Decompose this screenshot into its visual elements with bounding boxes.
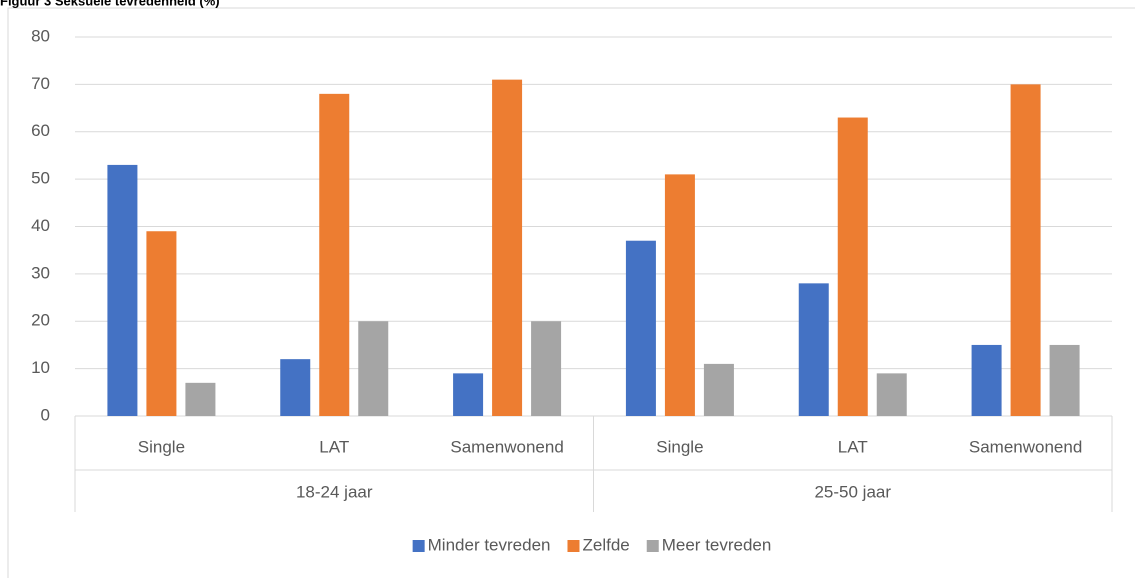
bar xyxy=(185,382,216,416)
legend-label: Minder tevreden xyxy=(428,535,551,554)
chart-frame xyxy=(7,7,1135,578)
group-label: 25-50 jaar xyxy=(814,482,891,501)
legend-label: Zelfde xyxy=(582,535,629,554)
x-tick-label: LAT xyxy=(319,437,349,456)
bar xyxy=(319,93,350,416)
bar xyxy=(531,321,562,416)
legend-swatch xyxy=(646,540,659,552)
bar xyxy=(664,174,695,416)
bar xyxy=(837,117,868,416)
legend-swatch xyxy=(412,540,425,552)
y-tick-label: 20 xyxy=(31,311,50,330)
x-tick-label: Single xyxy=(656,437,703,456)
y-tick-label: 40 xyxy=(31,216,50,235)
bar xyxy=(107,164,138,416)
y-tick-label: 50 xyxy=(31,169,50,188)
x-tick-label: LAT xyxy=(838,437,868,456)
bar xyxy=(703,363,734,416)
bar xyxy=(971,344,1002,416)
legend-label: Meer tevreden xyxy=(662,535,772,554)
x-tick-label: Samenwonend xyxy=(450,437,563,456)
bar xyxy=(1049,344,1080,416)
bar xyxy=(453,373,484,416)
bar xyxy=(798,283,829,416)
y-tick-label: 80 xyxy=(31,26,50,45)
y-tick-label: 60 xyxy=(31,121,50,140)
x-tick-label: Single xyxy=(138,437,185,456)
y-tick-label: 30 xyxy=(31,263,50,282)
chart-title: Figuur 3 Seksuele tevredenheid (%) xyxy=(0,0,220,8)
bar xyxy=(1010,84,1041,416)
y-tick-label: 0 xyxy=(41,405,50,424)
y-tick-label: 10 xyxy=(31,358,50,377)
y-tick-label: 70 xyxy=(31,74,50,93)
bar xyxy=(146,231,177,416)
group-label: 18-24 jaar xyxy=(296,482,373,501)
bar xyxy=(876,373,907,416)
legend-swatch xyxy=(567,540,580,552)
bar xyxy=(492,79,523,416)
bar xyxy=(280,359,311,416)
x-tick-label: Samenwonend xyxy=(969,437,1082,456)
bar xyxy=(625,240,656,416)
bar xyxy=(358,321,389,416)
